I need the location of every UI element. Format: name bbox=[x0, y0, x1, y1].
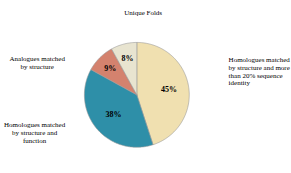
svg-text:38%: 38% bbox=[105, 110, 121, 119]
svg-text:8%: 8% bbox=[121, 54, 133, 63]
svg-text:45%: 45% bbox=[161, 85, 177, 94]
svg-text:9%: 9% bbox=[104, 64, 116, 73]
svg-text:Analogues matchedby structure: Analogues matchedby structure bbox=[9, 55, 65, 71]
svg-text:Homologues matchedby structure: Homologues matchedby structure andfuncti… bbox=[4, 121, 66, 144]
svg-text:Homologues matchedby structure: Homologues matchedby structure and moret… bbox=[229, 56, 291, 87]
svg-text:Unique Folds: Unique Folds bbox=[124, 8, 162, 16]
